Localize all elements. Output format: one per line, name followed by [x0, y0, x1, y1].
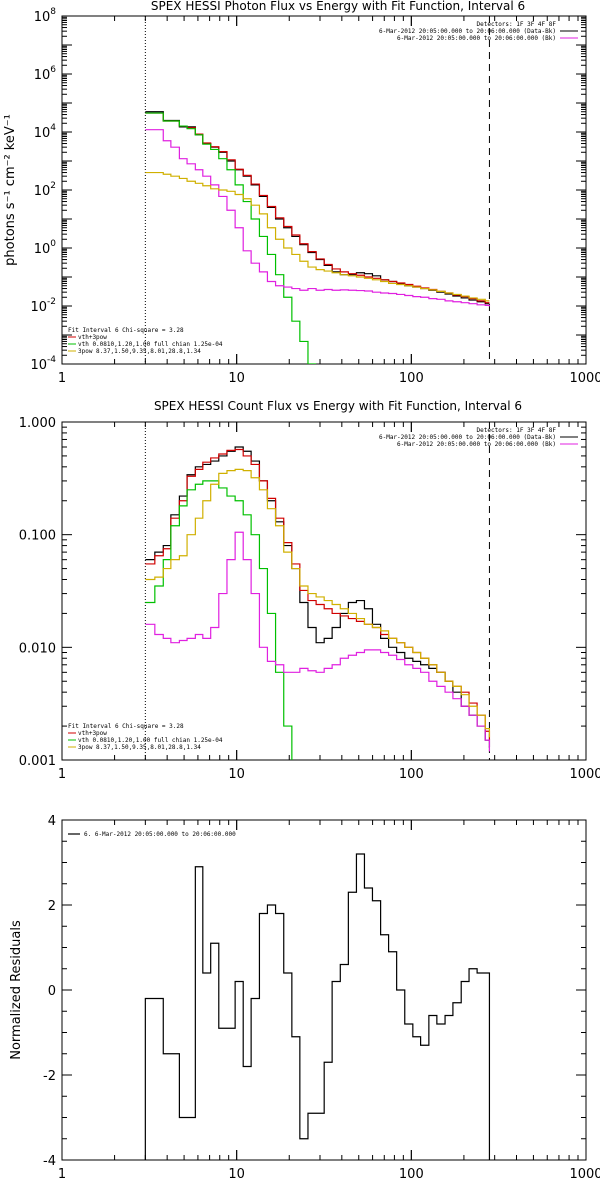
plot-frame [61, 15, 587, 365]
legend-top-right-entry: 6-Mar-2012 20:05:00.000 to 20:06:00.000 … [379, 434, 556, 441]
x-tick-label: 100 [399, 1167, 424, 1182]
legend-top-right-entry: 6-Mar-2012 20:05:00.000 to 20:06:00.000 … [397, 441, 556, 448]
legend-bottom-left-entry: vth+3pow [78, 334, 107, 341]
x-tick-label: 1 [58, 767, 66, 782]
x-tick-label: 10 [228, 371, 245, 386]
legend-top-right-entry: Detectors: 1F 3F 4F 8F [477, 427, 557, 434]
x-tick-label: 1000 [569, 371, 600, 386]
x-tick-label: 10 [228, 767, 245, 782]
y-tick-label: 4 [48, 814, 56, 829]
y-tick-label: 108 [34, 7, 57, 25]
photon-flux-panel: SPEX HESSI Photon Flux vs Energy with Fi… [3, 0, 600, 386]
plot-frame [61, 421, 587, 761]
y-tick-label: 2 [48, 899, 56, 914]
legend-bottom-left-entry: Fit Interval 6 Chi-square = 3.28 [68, 327, 184, 334]
count-flux-title: SPEX HESSI Count Flux vs Energy with Fit… [154, 399, 522, 413]
y-tick-exponent: 2 [50, 181, 56, 191]
series-line-4 [145, 171, 490, 302]
legend-top-right-entry: Detectors: 1F 3F 4F 8F [477, 21, 557, 28]
x-tick-label: 100 [399, 371, 424, 386]
legend-bottom-left-entry: 3pow 8.37,1.50,9.35,8.01,28.8,1.34 [78, 744, 201, 751]
series-line-2 [145, 112, 317, 364]
legend-bottom-left-entry: vth+3pow [78, 730, 107, 737]
series-line-1 [145, 112, 490, 304]
series-line-3 [145, 531, 491, 752]
residuals-panel: Normalized Residuals 1 10 100 1000 -4 -2 0 2 4 6.… [9, 814, 600, 1182]
y-tick-label: 104 [34, 123, 57, 141]
series-line-0 [144, 853, 491, 1160]
series-line-3 [145, 129, 491, 307]
y-tick-exponent: 6 [50, 65, 56, 75]
y-tick-label: 10-2 [30, 297, 56, 315]
y-tick-exponent: 0 [50, 239, 56, 249]
legend-bottom-left-entry: 3pow 8.37,1.50,9.35,8.01,28.8,1.34 [78, 348, 201, 355]
y-tick-exponent: -2 [47, 297, 56, 307]
y-tick-label: 0.001 [19, 754, 56, 769]
y-tick-label: -2 [43, 1069, 56, 1084]
series-line-1 [145, 448, 491, 741]
y-tick-exponent: -4 [47, 355, 56, 365]
photon-flux-ylabel: photons s⁻¹ cm⁻² keV⁻¹ [3, 114, 18, 266]
photon-flux-title: SPEX HESSI Photon Flux vs Energy with Fi… [151, 0, 525, 13]
x-tick-label: 1 [58, 371, 66, 386]
x-tick-label: 1000 [569, 767, 600, 782]
legend-top-left-entry: 6. 6-Mar-2012 20:05:00.000 to 20:06:00.0… [84, 831, 236, 838]
series-group [144, 853, 491, 1160]
legend-top-right-entry: 6-Mar-2012 20:05:00.000 to 20:06:00.000 … [397, 35, 556, 42]
series-group [145, 111, 491, 364]
y-tick-label: -4 [43, 1154, 56, 1169]
y-tick-label: 0 [48, 984, 56, 999]
legend-bottom-left-entry: Fit Interval 6 Chi-square = 3.28 [68, 723, 184, 730]
residuals-ylabel: Normalized Residuals [9, 920, 24, 1060]
x-tick-label: 100 [399, 767, 424, 782]
count-flux-panel: SPEX HESSI Count Flux vs Energy with Fit… [19, 399, 600, 782]
legend-bottom-left-entry: vth 0.0810,1.20,1.00 full chian 1.25e-04 [78, 737, 223, 744]
legend-bottom-left-entry: vth 0.0810,1.20,1.00 full chian 1.25e-04 [78, 341, 223, 348]
y-tick-label: 0.010 [19, 641, 56, 656]
series-line-0 [145, 111, 490, 305]
y-tick-label: 106 [34, 65, 57, 83]
series-line-4 [145, 468, 491, 738]
legend-top-right-entry: 6-Mar-2012 20:05:00.000 to 20:06:00.000 … [379, 28, 556, 35]
x-tick-label: 10 [228, 1167, 245, 1182]
y-tick-label: 102 [34, 181, 56, 199]
y-tick-label: 0.100 [19, 529, 56, 544]
y-tick-exponent: 8 [50, 7, 56, 17]
series-line-2 [145, 480, 293, 760]
y-tick-label: 10-4 [30, 355, 56, 373]
series-group [145, 446, 491, 760]
y-tick-label: 1.000 [19, 416, 56, 431]
y-tick-label: 100 [34, 239, 57, 257]
x-tick-label: 1 [58, 1167, 66, 1182]
y-tick-exponent: 4 [50, 123, 56, 133]
x-tick-label: 1000 [569, 1167, 600, 1182]
